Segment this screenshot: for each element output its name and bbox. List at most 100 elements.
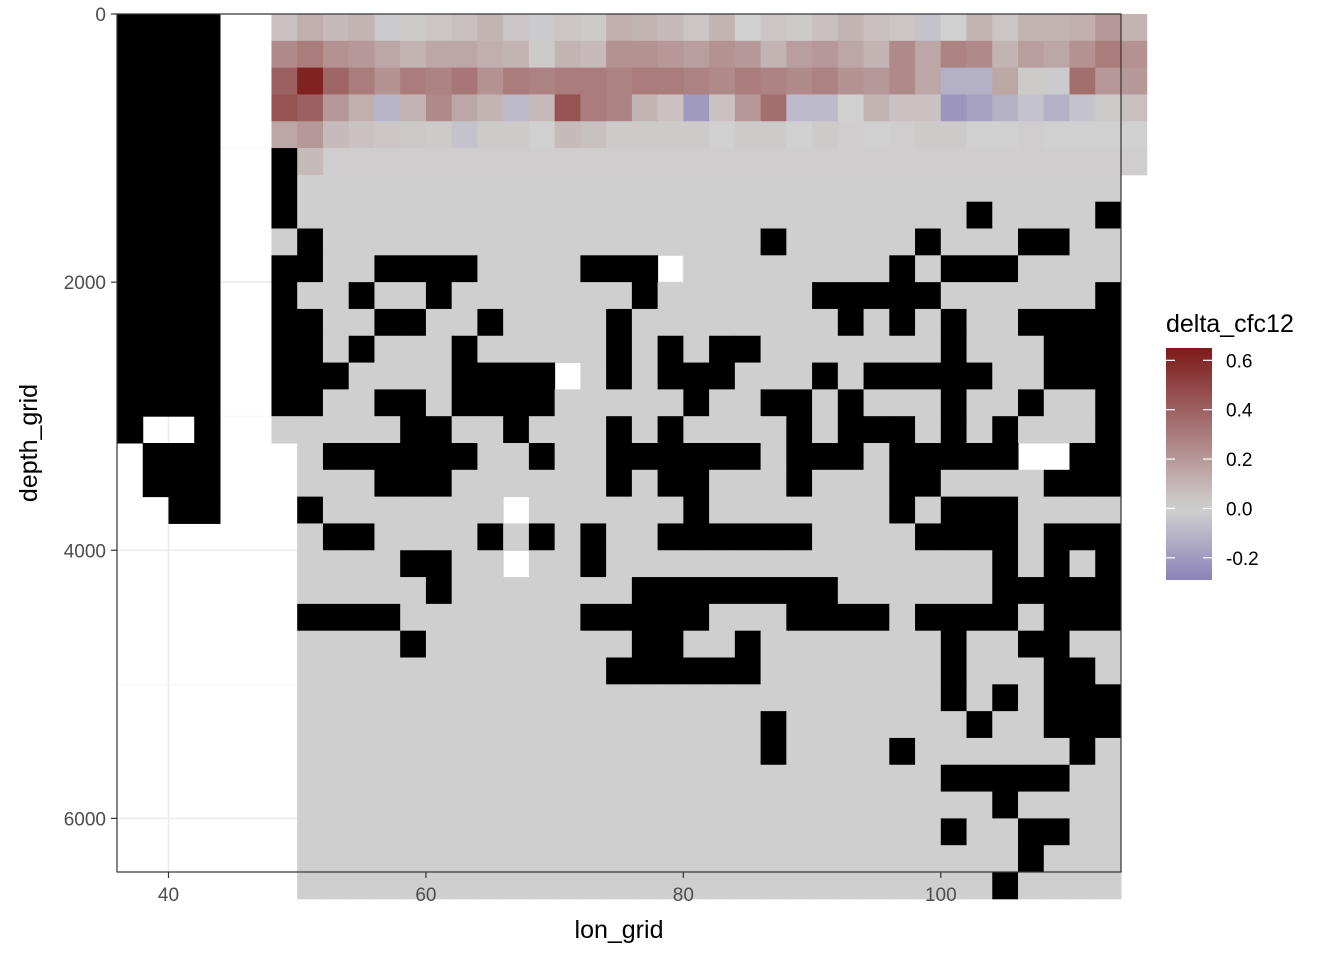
data-cell: [503, 818, 530, 846]
data-cell: [1018, 255, 1045, 283]
data-cell: [760, 201, 787, 229]
data-cell: [348, 469, 375, 498]
data-cell: [786, 872, 813, 900]
missing-cell: [580, 550, 607, 578]
data-cell: [580, 845, 607, 873]
data-cell: [863, 67, 890, 95]
data-cell: [786, 121, 813, 149]
data-cell: [734, 389, 762, 417]
data-cell: [477, 469, 504, 498]
data-cell: [580, 174, 607, 203]
missing-cell: [297, 389, 324, 417]
data-cell: [1069, 389, 1096, 417]
data-cell: [812, 228, 839, 256]
data-cell: [297, 523, 324, 551]
data-cell: [1069, 791, 1096, 819]
missing-cell: [1043, 308, 1071, 337]
data-cell: [374, 550, 401, 578]
data-cell: [1043, 872, 1071, 900]
data-cell: [760, 308, 787, 337]
data-cell: [580, 121, 607, 149]
missing-cell: [1095, 684, 1122, 712]
data-cell: [657, 737, 684, 766]
data-cell: [503, 201, 530, 229]
data-cell: [1043, 496, 1071, 524]
data-cell: [786, 228, 813, 256]
data-cell: [322, 308, 350, 337]
data-cell: [322, 389, 350, 417]
data-cell: [1043, 791, 1071, 819]
data-cell: [786, 255, 813, 283]
missing-cell: [657, 469, 684, 498]
x-tick-label: 60: [415, 885, 436, 906]
missing-cell: [451, 443, 478, 471]
data-cell: [451, 603, 478, 632]
data-cell: [503, 174, 530, 203]
missing-cell: [992, 684, 1019, 712]
data-cell: [940, 872, 968, 900]
y-axis-ticks: 0 2000 4000 6000: [64, 5, 117, 830]
data-cell: [966, 14, 993, 42]
data-cell: [503, 335, 530, 364]
data-cell: [837, 201, 865, 229]
missing-cell: [1095, 550, 1122, 578]
missing-cell: [657, 443, 684, 471]
missing-cell: [734, 335, 762, 364]
data-cell: [734, 872, 762, 900]
data-cell: [915, 577, 942, 605]
data-cell: [374, 818, 401, 846]
missing-cell: [425, 282, 453, 310]
missing-cell: [940, 416, 968, 444]
data-cell: [863, 737, 890, 766]
data-cell: [297, 94, 324, 122]
data-cell: [657, 228, 684, 256]
data-cell: [528, 308, 556, 337]
missing-cell: [1095, 389, 1122, 417]
data-cell: [297, 67, 324, 95]
data-cell: [1043, 148, 1071, 176]
data-cell: [580, 335, 607, 364]
missing-cell: [297, 308, 324, 337]
data-cell: [322, 228, 350, 256]
data-cell: [1095, 818, 1122, 846]
data-cell: [889, 389, 916, 417]
data-cell: [477, 14, 504, 42]
data-cell: [657, 14, 684, 42]
data-cell: [503, 791, 530, 819]
missing-cell: [1043, 764, 1071, 793]
data-cell: [915, 335, 942, 364]
data-cell: [837, 255, 865, 283]
data-cell: [374, 14, 401, 42]
data-cell: [863, 443, 890, 471]
data-cell: [322, 764, 350, 793]
data-cell: [837, 67, 865, 95]
data-cell: [734, 737, 762, 766]
data-cell: [1043, 94, 1071, 122]
data-cell: [580, 818, 607, 846]
data-cell: [837, 14, 865, 42]
data-cell: [812, 389, 839, 417]
missing-cell: [709, 362, 736, 390]
data-cell: [940, 201, 968, 229]
data-cell: [477, 40, 504, 69]
data-cell: [1095, 791, 1122, 819]
data-cell: [760, 67, 787, 95]
data-cell: [451, 121, 478, 149]
data-cell: [837, 630, 865, 658]
data-cell: [580, 443, 607, 471]
data-cell: [812, 550, 839, 578]
data-cell: [400, 40, 427, 69]
data-cell: [631, 40, 659, 69]
data-cell: [554, 308, 581, 337]
data-cell: [889, 872, 916, 900]
missing-cell: [760, 523, 787, 551]
data-cell: [889, 711, 916, 739]
missing-cell: [786, 416, 813, 444]
data-cell: [631, 94, 659, 122]
data-cell: [425, 496, 453, 524]
data-cell: [322, 657, 350, 685]
data-cell: [348, 737, 375, 766]
data-cell: [837, 362, 865, 390]
data-cell: [683, 67, 710, 95]
